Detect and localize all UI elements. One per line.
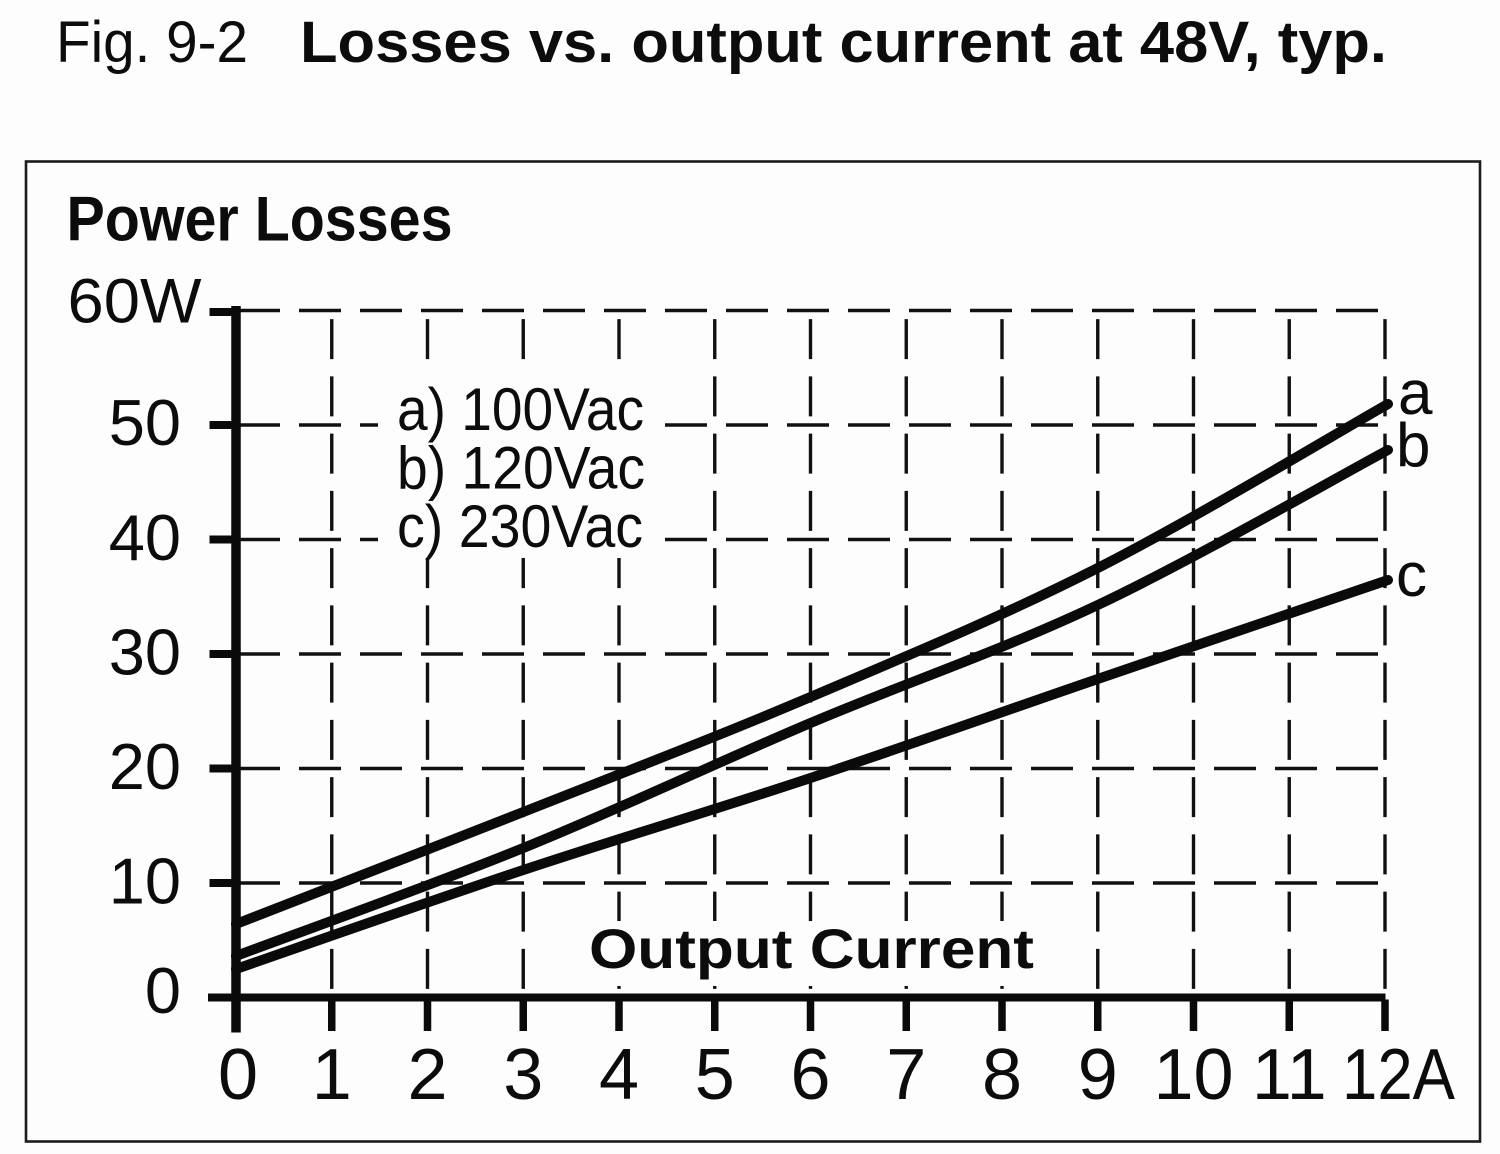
- svg-text:b) 120Vac: b) 120Vac: [397, 435, 645, 502]
- svg-text:60W: 60W: [68, 267, 203, 337]
- svg-text:1: 1: [312, 1035, 352, 1115]
- svg-text:Fig. 9-2: Fig. 9-2: [56, 10, 248, 75]
- svg-text:5: 5: [695, 1035, 735, 1115]
- svg-text:10: 10: [109, 845, 181, 918]
- svg-text:6: 6: [790, 1035, 830, 1115]
- svg-text:a: a: [1398, 359, 1433, 428]
- svg-text:Losses vs. output current at 4: Losses vs. output current at 48V, typ.: [300, 10, 1387, 75]
- svg-text:50: 50: [109, 386, 181, 459]
- svg-text:40: 40: [109, 501, 181, 574]
- svg-text:c: c: [1396, 541, 1427, 610]
- svg-text:3: 3: [503, 1035, 543, 1115]
- svg-text:10: 10: [1153, 1035, 1233, 1115]
- svg-text:7: 7: [886, 1035, 926, 1115]
- svg-text:4: 4: [599, 1035, 639, 1115]
- svg-text:2: 2: [407, 1035, 447, 1115]
- svg-text:b: b: [1396, 412, 1430, 481]
- svg-text:0: 0: [218, 1035, 258, 1115]
- svg-text:9: 9: [1078, 1035, 1118, 1115]
- svg-text:a) 100Vac: a) 100Vac: [397, 376, 644, 443]
- svg-text:Power Losses: Power Losses: [67, 185, 453, 255]
- svg-text:20: 20: [109, 730, 181, 803]
- svg-text:c) 230Vac: c) 230Vac: [397, 493, 643, 560]
- svg-text:Output Current: Output Current: [589, 917, 1034, 980]
- svg-text:8: 8: [982, 1035, 1022, 1115]
- svg-text:12A: 12A: [1342, 1035, 1455, 1115]
- svg-text:11: 11: [1252, 1035, 1327, 1115]
- svg-text:30: 30: [109, 616, 181, 689]
- svg-text:0: 0: [145, 954, 181, 1027]
